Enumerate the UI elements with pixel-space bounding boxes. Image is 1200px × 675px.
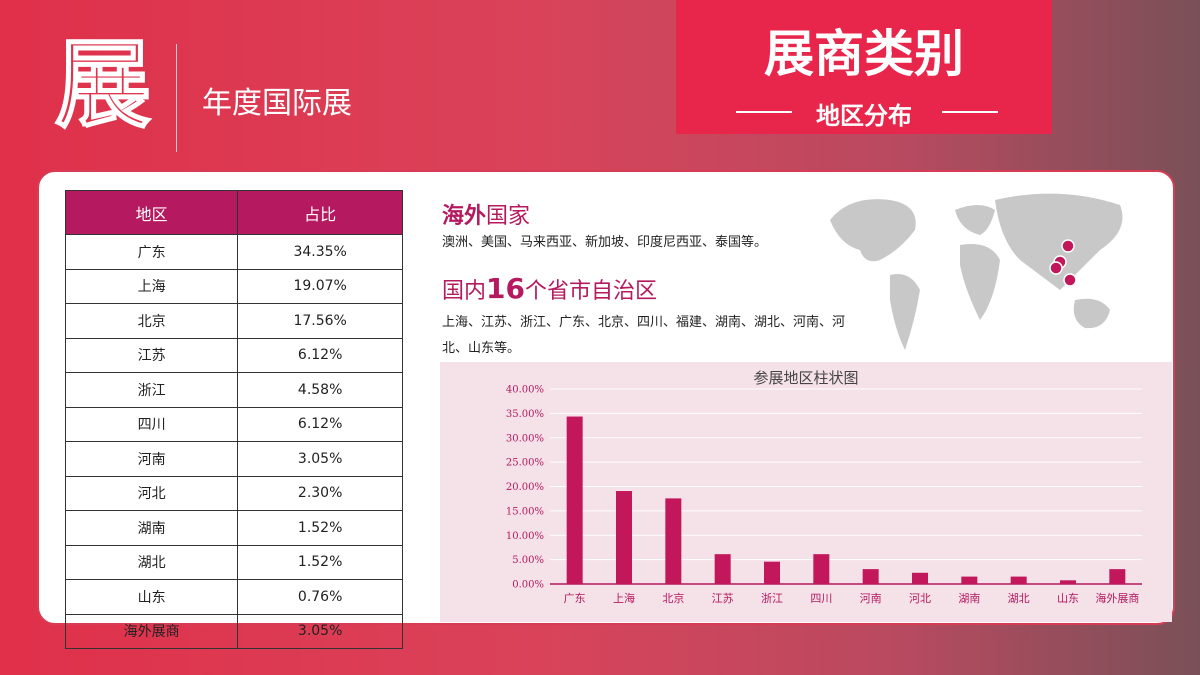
y-tick-label: 0.00% (512, 580, 544, 591)
bar (714, 554, 731, 584)
subtitle: 年度国际展 (202, 86, 352, 121)
y-tick-label: 40.00% (506, 385, 544, 396)
table-cell: 19.07% (237, 268, 403, 304)
header-row: 地区 占比 (64, 190, 403, 235)
table-cell: 3.05% (237, 613, 403, 649)
x-tick-label: 湖北 (1008, 592, 1030, 605)
table-cell: 6.12% (237, 406, 403, 442)
table-row: 河北 2.30% (64, 475, 403, 511)
table-cell: 广东 (64, 234, 239, 270)
dash (736, 111, 792, 113)
table-row: 上海 19.07% (64, 268, 403, 304)
x-tick-label: 四川 (810, 592, 832, 605)
x-tick-label: 湖南 (958, 592, 980, 605)
dash (942, 111, 998, 113)
bar (764, 561, 780, 584)
x-tick-label: 上海 (613, 591, 635, 605)
x-tick-label: 海外展商 (1095, 591, 1139, 605)
table-cell: 上海 (64, 268, 239, 304)
table-row: 江苏 6.12% (64, 337, 403, 373)
table-cell: 湖北 (64, 544, 239, 580)
x-tick-label: 河北 (909, 592, 931, 605)
table-cell: 湖南 (64, 510, 239, 546)
title: 展商类别 (764, 25, 964, 83)
region-table: 地区 占比 广东 34.35% 上海 19.07% 北京 17.56% 江苏 6.12% 浙江 4.5… (64, 190, 403, 649)
chart-title: 参展地区柱状图 (753, 369, 858, 387)
title-number: 16 (486, 272, 525, 305)
y-tick-label: 30.00% (506, 433, 544, 444)
table-row: 湖南 1.52% (64, 510, 403, 546)
x-tick-label: 广东 (564, 592, 586, 605)
divider (176, 44, 177, 152)
table-cell: 北京 (64, 303, 239, 339)
x-tick-label: 河南 (860, 592, 882, 605)
table-cell: 江苏 (64, 337, 239, 373)
domestic-title: 国内16个省市自治区 (442, 272, 657, 305)
table-cell: 6.12% (237, 337, 403, 373)
world-map (830, 193, 1123, 350)
y-tick-label: 35.00% (506, 409, 544, 420)
table-row: 广东 34.35% (64, 234, 403, 270)
x-tick-label: 江苏 (712, 592, 734, 605)
table-cell: 海外展商 (64, 613, 239, 649)
y-tick-label: 25.00% (506, 458, 544, 469)
table-cell: 17.56% (237, 303, 403, 339)
table-row: 四川 6.12% (64, 406, 403, 442)
table-cell: 1.52% (237, 544, 403, 580)
title-rest: 国家 (486, 204, 531, 229)
table-row: 河南 3.05% (64, 441, 403, 477)
table-cell: 0.76% (237, 579, 403, 615)
table-row: 北京 17.56% (64, 303, 403, 339)
table-row: 山东 0.76% (64, 579, 403, 615)
bar (566, 416, 583, 584)
chart-bg (440, 362, 1172, 622)
table-cell: 34.35% (237, 234, 403, 270)
table-cell: 4.58% (237, 372, 403, 408)
table-cell: 2.30% (237, 475, 403, 511)
title-start: 国内 (442, 279, 487, 304)
column-header: 地区 (64, 190, 239, 235)
table-cell: 河北 (64, 475, 239, 511)
bar (665, 498, 682, 584)
table-cell: 浙江 (64, 372, 239, 408)
table-cell: 河南 (64, 441, 239, 477)
x-tick-label: 北京 (662, 591, 684, 605)
y-tick-label: 10.00% (506, 531, 544, 542)
title-end: 个省市自治区 (524, 279, 657, 304)
table-cell: 3.05% (237, 441, 403, 477)
y-tick-label: 20.00% (506, 482, 544, 493)
y-tick-label: 5.00% (512, 555, 544, 566)
title-bold: 海外 (442, 204, 487, 229)
x-tick-label: 浙江 (761, 592, 783, 605)
bar (1010, 576, 1027, 584)
y-tick-label: 15.00% (506, 506, 544, 517)
tag: 地区分布 (816, 102, 912, 130)
table-row: 浙江 4.58% (64, 372, 403, 408)
overseas-text: 澳洲、美国、马来西亚、新加坡、印度尼西亚、泰国等。 (442, 235, 768, 250)
bar (912, 572, 928, 584)
table-cell: 山东 (64, 579, 239, 615)
domestic-text: 上海、江苏、浙江、广东、北京、四川、福建、湖南、湖北、河南、河北、山东等。 (442, 315, 846, 356)
bar (961, 576, 978, 584)
logo-char: 展 (54, 29, 152, 141)
bar-chart: 参展地区柱状图 0.00% 5.00% 10.00% 15.00% 20.00% 25.0… (440, 362, 1172, 622)
table-cell: 四川 (64, 406, 239, 442)
table-row: 湖北 1.52% (64, 544, 403, 580)
bar (1109, 569, 1126, 584)
bar (616, 491, 632, 584)
column-header: 占比 (237, 190, 403, 235)
bar (813, 554, 830, 584)
x-tick-label: 山东 (1057, 592, 1079, 605)
bar (862, 569, 879, 584)
overseas-title: 海外国家 (442, 198, 530, 230)
table-cell: 1.52% (237, 510, 403, 546)
bar (1060, 580, 1076, 584)
table-row: 海外展商 3.05% (64, 613, 403, 649)
